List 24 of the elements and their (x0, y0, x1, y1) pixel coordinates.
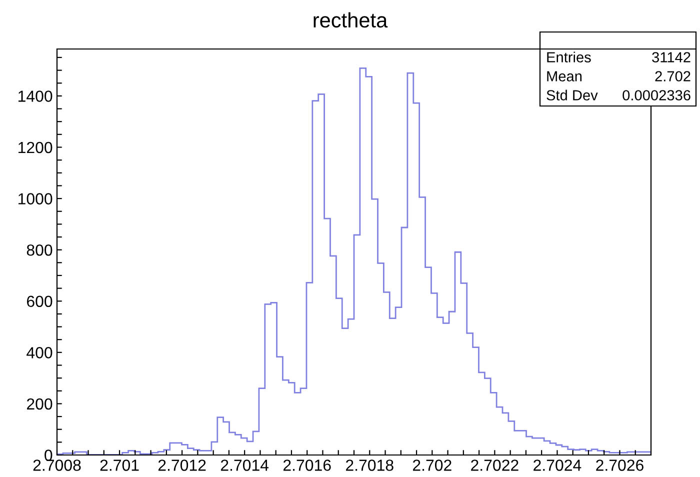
y-tick-label: 600 (27, 296, 52, 308)
chart-title: rectheta (314, 12, 388, 28)
annotation: Entries (547, 52, 591, 62)
annotation: 0.0002336 (622, 90, 690, 100)
y-tick-label: 800 (26, 244, 52, 256)
text: 31142 (652, 52, 690, 62)
text: 2.702 (655, 71, 690, 82)
y-tick-label: 1200 (18, 142, 52, 154)
x-tick-label: 2.702 (412, 460, 452, 471)
annotation: Mean (547, 71, 582, 82)
annotation: Std Dev (546, 90, 598, 100)
x-tick-label: 2.7012 (158, 460, 206, 471)
x-tick-label: 2.7008 (33, 460, 81, 471)
x-tick-label: 2.7026 (596, 460, 644, 471)
x-tick-label: 2.7014 (220, 460, 269, 471)
y-tick-label: 200 (26, 398, 52, 410)
x-tick-label: 2.701 (100, 460, 139, 471)
x-tick-label: 2.7024 (534, 460, 582, 471)
x-tick-label: 2.7018 (346, 460, 394, 471)
y-tick-label: 1000 (18, 193, 52, 204)
y-tick-label: 1400 (18, 90, 52, 102)
x-tick-label: 2.7016 (283, 460, 331, 471)
x-tick-label: 2.7022 (471, 460, 518, 471)
y-tick-label: 400 (26, 347, 52, 358)
